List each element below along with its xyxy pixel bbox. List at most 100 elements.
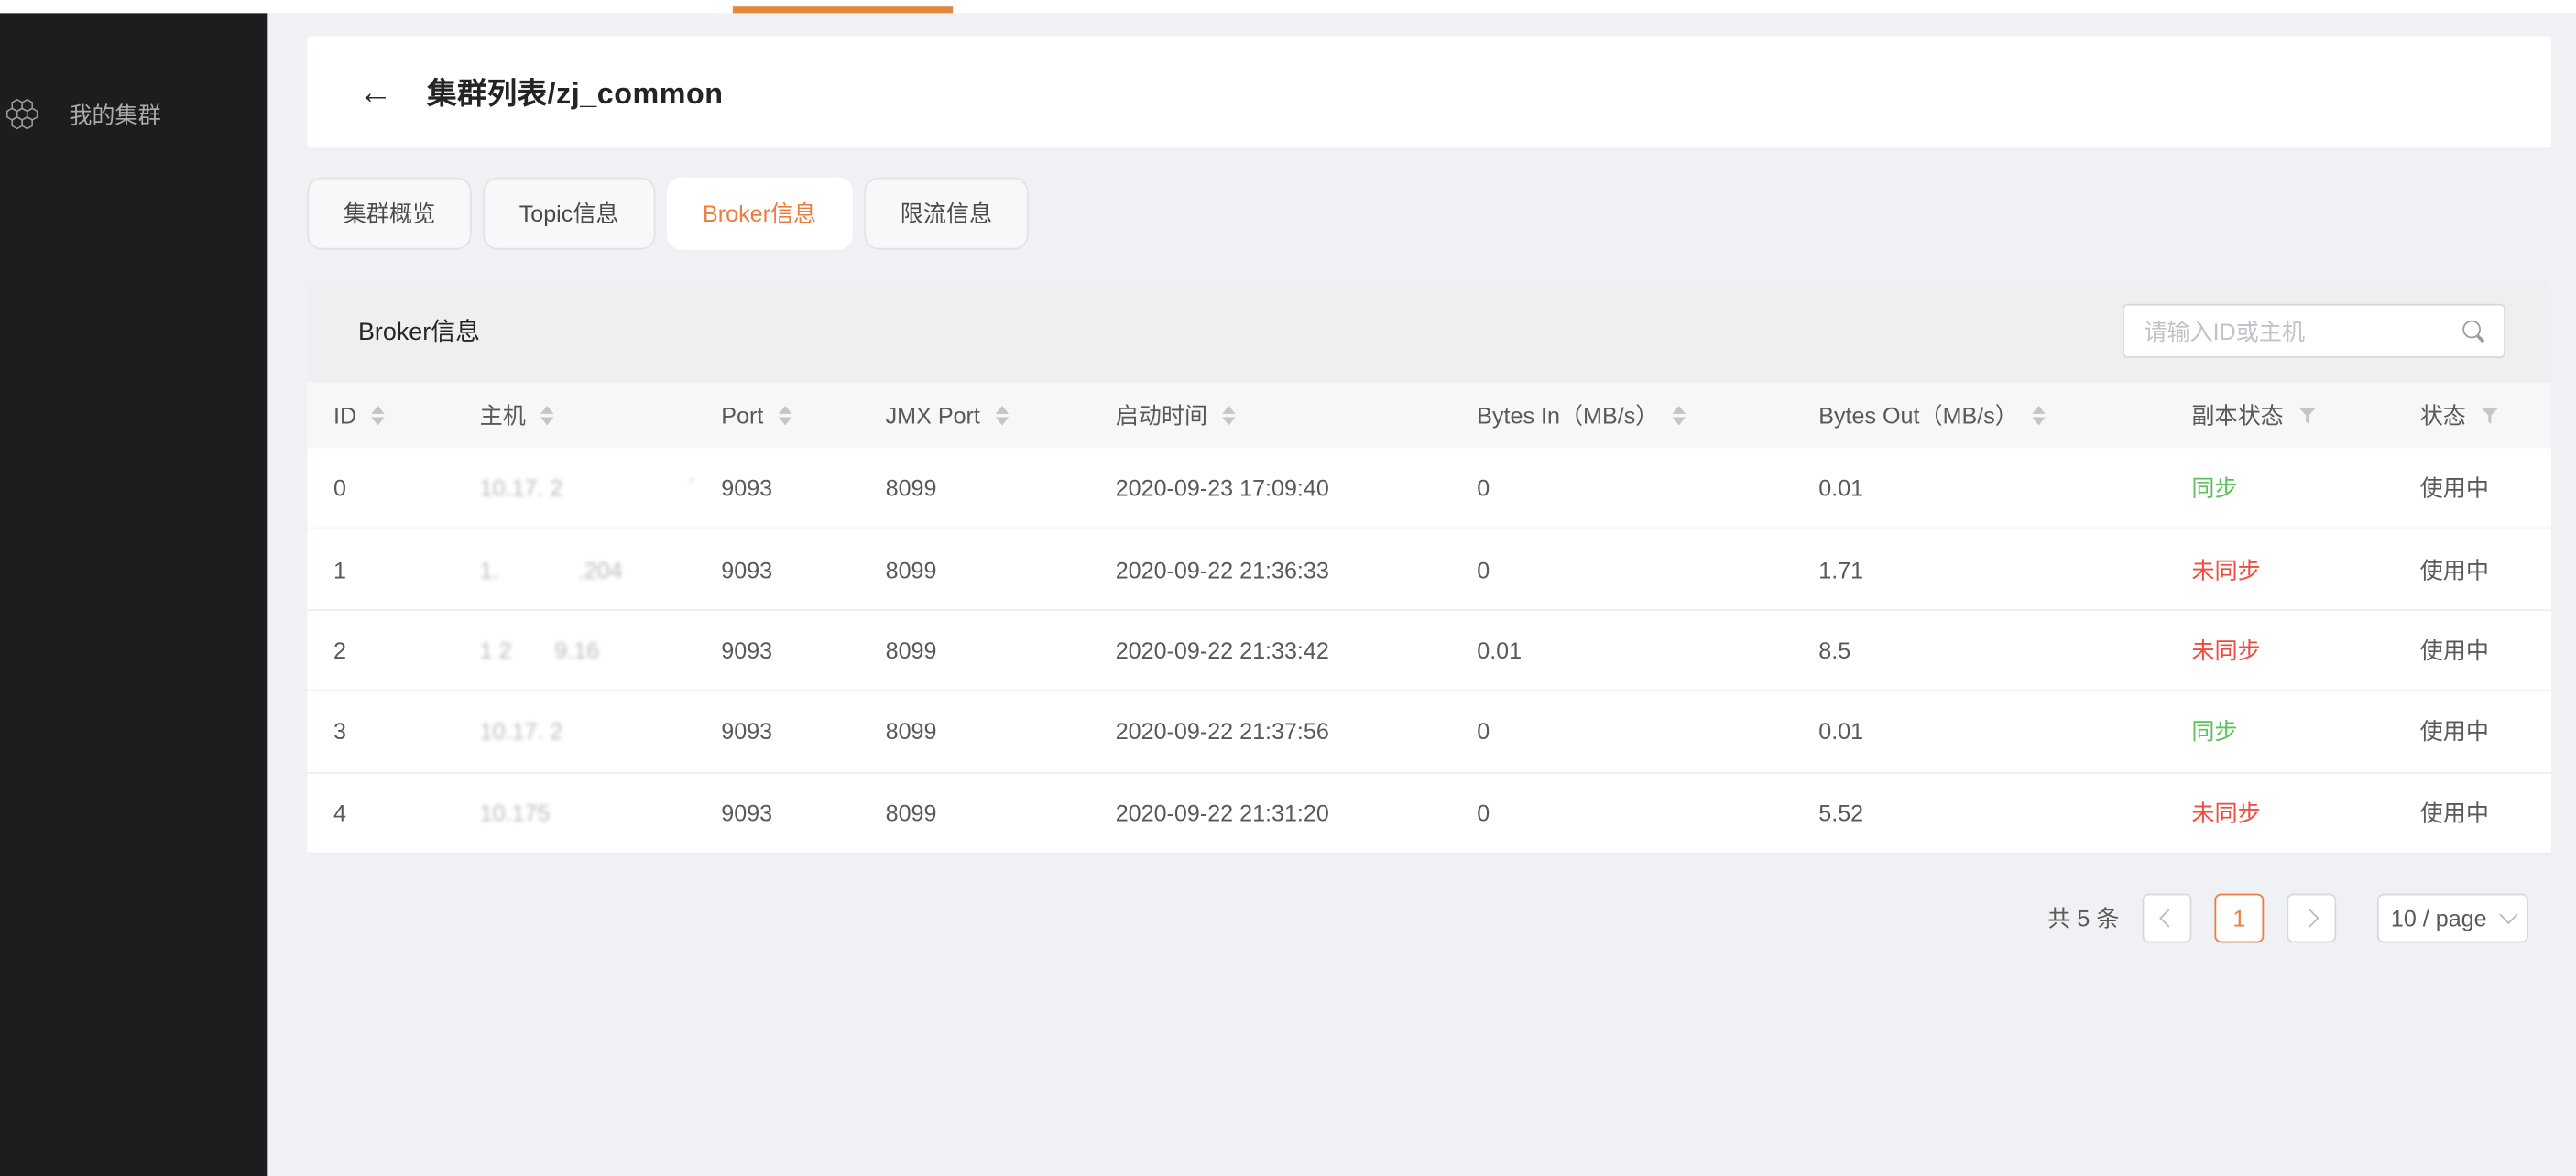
cell-bytes-out: 8.5 [1818,637,1851,664]
sort-icon[interactable] [540,405,554,426]
tab-bar: 集群概览 Topic信息 Broker信息 限流信息 [307,177,2551,250]
broker-panel: Broker信息 ID 主机 Port [307,278,2552,855]
cell-bytes-out: 0.01 [1818,474,1864,502]
sort-icon[interactable] [778,405,791,426]
prev-page-button[interactable] [2142,893,2192,943]
cell-bytes-in: 0 [1477,474,1490,502]
table-row: 2 1 2 9.16 9093 8099 2020-09-22 21:33:42 … [307,610,2552,692]
cell-replica-status: 未同步 [2191,637,2261,664]
col-header-port[interactable]: Port [721,402,885,429]
cell-replica-status: 同步 [2191,474,2238,502]
sort-icon[interactable] [1673,405,1686,426]
tab-topic-info[interactable]: Topic信息 [483,177,655,250]
col-header-host[interactable]: 主机 [480,399,722,432]
sidebar-item-my-clusters[interactable]: 我的集群 [4,95,161,133]
col-header-bytes-in[interactable]: Bytes In（MB/s） [1477,399,1818,432]
cell-start-time: 2020-09-22 21:31:20 [1115,799,1329,826]
sort-icon[interactable] [995,405,1009,426]
cell-status: 使用中 [2419,637,2489,664]
next-page-button[interactable] [2287,893,2337,943]
topnav-active-underline [732,6,954,14]
cell-port: 9093 [721,556,773,583]
cell-bytes-out: 1.71 [1818,556,1864,583]
chevron-right-icon [2300,909,2319,928]
table-row: 1 1. .204 9093 8099 2020-09-22 21:36:33 0… [307,529,2552,611]
top-navbar [0,0,2576,14]
honeycomb-icon [4,95,41,133]
panel-header-band: Broker信息 [307,278,2552,383]
table-row: 3 10.17. 2 9093 8099 2020-09-22 21:37:56… [307,691,2552,773]
cell-bytes-in: 0 [1477,799,1490,826]
sort-icon[interactable] [371,405,385,426]
page-title: 集群列表/zj_common [427,77,724,111]
table-row: 4 10.175 9093 8099 2020-09-22 21:31:20 0… [307,772,2552,855]
col-header-bytes-out[interactable]: Bytes Out（MB/s） [1818,399,2191,432]
cell-jmx-port: 8099 [885,637,937,664]
cell-bytes-in: 0 [1477,718,1490,746]
cell-status: 使用中 [2419,556,2489,583]
filter-icon[interactable] [2298,407,2317,424]
cell-port: 9093 [721,799,773,826]
cell-host: 10.17. 2 [479,718,563,746]
sort-icon[interactable] [1222,405,1236,426]
tab-rate-limit-info[interactable]: 限流信息 [864,177,1029,250]
col-header-replica-status[interactable]: 副本状态 [2191,399,2419,432]
cell-bytes-in: 0.01 [1477,637,1523,664]
cell-port: 9093 [721,637,773,664]
cell-replica-status: 未同步 [2191,556,2261,583]
search-icon[interactable] [2461,318,2487,344]
pagination: 共 5 条 1 10 / page [307,893,2551,943]
cell-bytes-in: 0 [1477,556,1490,583]
cell-port: 9093 [721,718,773,746]
sort-icon[interactable] [2033,405,2047,426]
chevron-left-icon [2159,909,2178,928]
col-header-id[interactable]: ID [333,402,480,429]
cell-id: 4 [333,799,347,826]
main-content: ← 集群列表/zj_common 集群概览 Topic信息 Broker信息 限… [267,13,2576,1176]
tab-broker-info[interactable]: Broker信息 [666,177,853,250]
sidebar: 我的集群 [0,13,268,1176]
cell-id: 3 [333,718,347,746]
cell-replica-status: 同步 [2191,718,2238,746]
cell-host: 1 2 9.16 [479,637,600,664]
page-1-button[interactable]: 1 [2214,893,2265,943]
cell-jmx-port: 8099 [885,799,937,826]
tab-cluster-overview[interactable]: 集群概览 [307,177,472,250]
col-header-status[interactable]: 状态 [2420,399,2551,432]
pagination-total: 共 5 条 [2047,905,2120,931]
cell-start-time: 2020-09-22 21:36:33 [1115,556,1329,583]
cell-status: 使用中 [2419,474,2489,502]
back-arrow-icon[interactable]: ← [357,72,393,112]
search-box[interactable] [2123,303,2505,358]
page-size-select[interactable]: 10 / page [2377,893,2528,943]
cell-start-time: 2020-09-23 17:09:40 [1115,474,1329,502]
cell-status: 使用中 [2419,718,2489,746]
chevron-down-icon [2498,905,2518,924]
filter-icon[interactable] [2480,407,2499,424]
col-header-jmx-port[interactable]: JMX Port [886,402,1116,429]
page-header-card: ← 集群列表/zj_common [307,36,2552,148]
panel-title: Broker信息 [357,318,481,347]
page-size-value: 10 / page [2390,905,2487,931]
cell-status: 使用中 [2419,799,2489,826]
search-input[interactable] [2140,316,2461,346]
cell-jmx-port: 8099 [885,556,937,583]
cell-start-time: 2020-09-22 21:33:42 [1115,637,1329,664]
cell-host: 10.175 [479,799,551,826]
table-header: ID 主机 Port JMX Port 启动时间 [307,382,2552,449]
cell-jmx-port: 8099 [885,474,937,502]
cell-bytes-out: 0.01 [1818,718,1864,746]
cell-id: 1 [333,556,347,583]
cell-jmx-port: 8099 [885,718,937,746]
col-header-start-time[interactable]: 启动时间 [1116,399,1478,432]
sidebar-item-label: 我的集群 [69,101,161,127]
cell-start-time: 2020-09-22 21:37:56 [1115,718,1329,746]
cell-replica-status: 未同步 [2191,799,2261,826]
cell-host: 1. .204 [479,556,623,583]
cell-id: 0 [333,474,347,502]
cell-bytes-out: 5.52 [1818,799,1864,826]
cell-id: 2 [333,637,347,664]
